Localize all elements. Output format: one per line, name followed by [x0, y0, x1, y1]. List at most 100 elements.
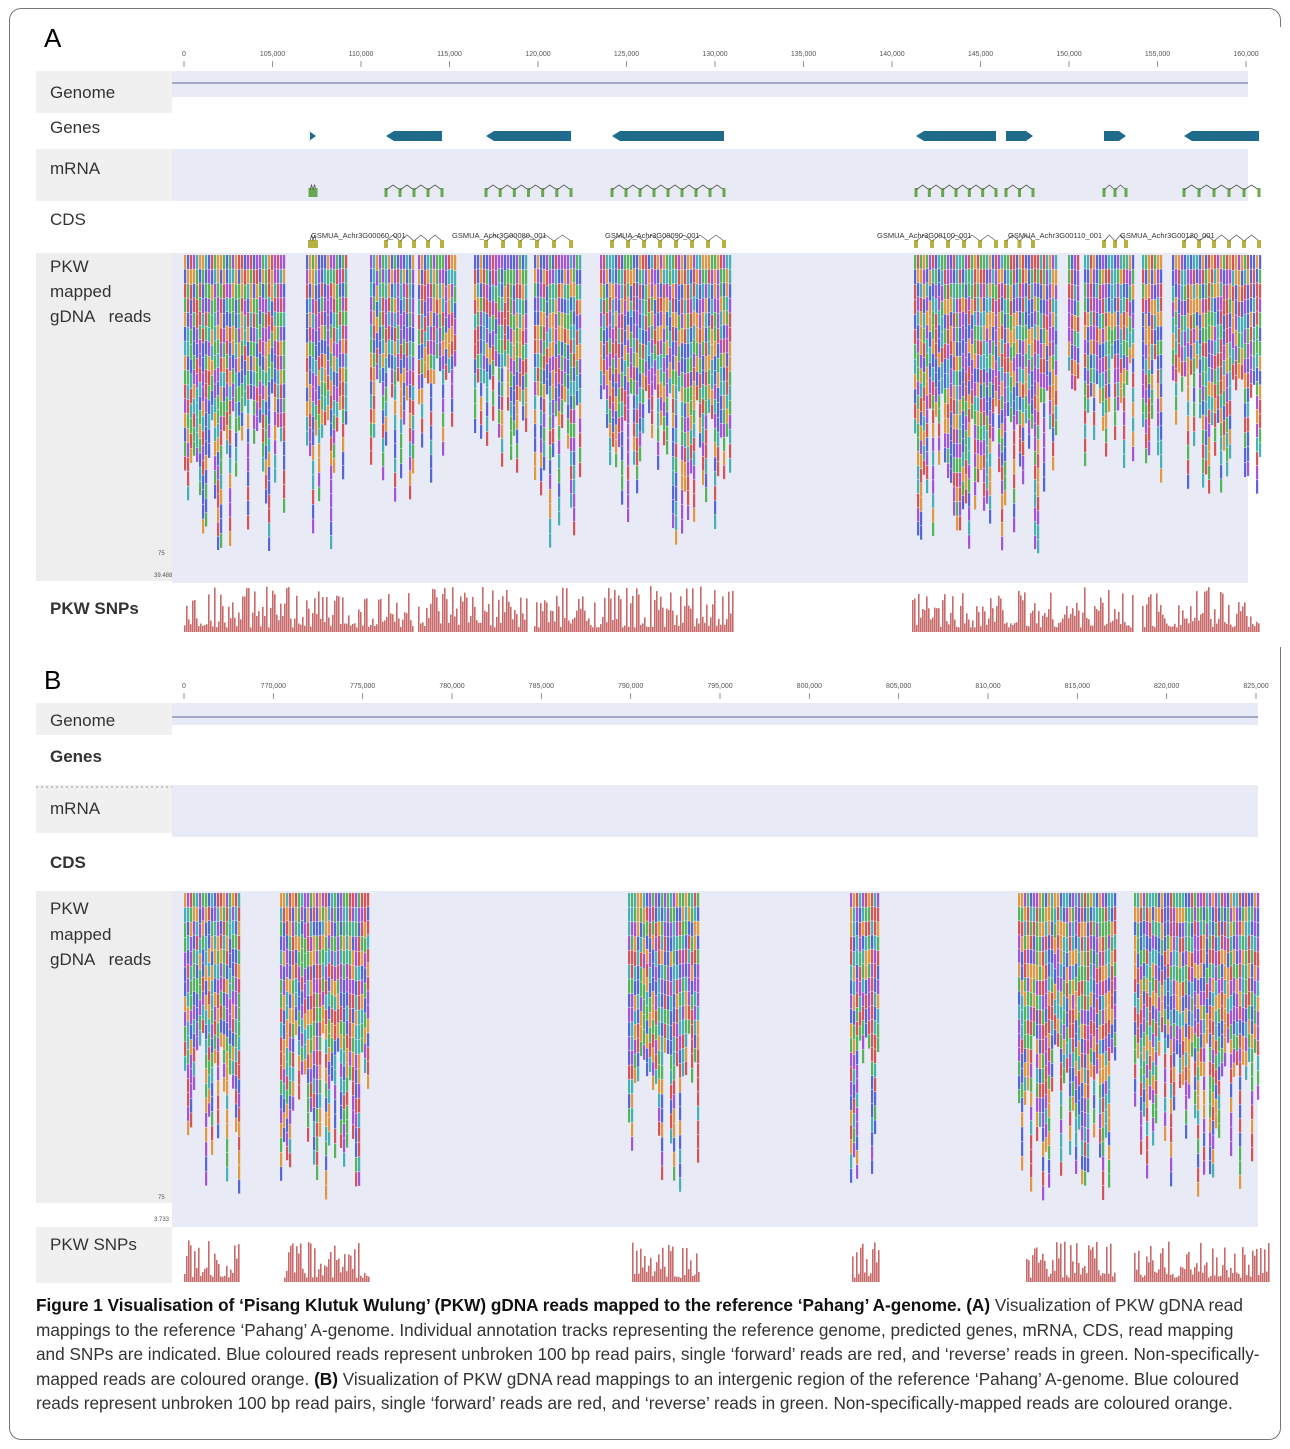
- read: [959, 269, 962, 284]
- snp-bar: [598, 627, 600, 632]
- read: [1160, 426, 1163, 440]
- read: [1074, 270, 1077, 285]
- cds-segment: [1124, 240, 1128, 248]
- read: [312, 504, 315, 519]
- read: [364, 1013, 367, 1028]
- read: [208, 1075, 211, 1089]
- read: [336, 358, 339, 373]
- read: [920, 297, 923, 312]
- read: [636, 311, 639, 325]
- read: [1028, 269, 1031, 285]
- read: [1043, 299, 1046, 314]
- read: [1259, 283, 1262, 298]
- read: [609, 297, 612, 311]
- read: [373, 283, 376, 297]
- read: [336, 417, 339, 432]
- read: [618, 417, 621, 433]
- read: [232, 991, 235, 1005]
- snp-bar: [638, 594, 640, 632]
- read: [696, 255, 699, 270]
- read: [199, 938, 202, 954]
- read: [253, 298, 256, 313]
- read: [564, 313, 567, 329]
- read: [543, 312, 546, 327]
- read: [639, 284, 642, 299]
- read: [232, 1075, 235, 1089]
- read: [600, 341, 603, 356]
- read: [220, 907, 223, 921]
- read: [926, 353, 929, 367]
- read: [403, 368, 406, 383]
- read: [1187, 313, 1190, 328]
- read: [309, 399, 312, 413]
- read: [310, 1097, 313, 1112]
- read: [1004, 299, 1007, 314]
- snp-bar: [980, 626, 982, 632]
- read: [723, 297, 726, 311]
- read: [403, 297, 406, 312]
- read: [1022, 384, 1025, 399]
- read: [672, 355, 675, 370]
- read: [214, 935, 217, 950]
- snp-bar: [402, 619, 404, 632]
- read: [321, 255, 324, 269]
- read: [714, 298, 717, 313]
- read: [1172, 349, 1175, 365]
- cds-segment: [552, 240, 556, 248]
- read: [247, 255, 250, 269]
- read: [983, 283, 986, 298]
- read: [421, 373, 424, 389]
- read: [654, 315, 657, 330]
- read: [223, 416, 226, 431]
- read: [633, 395, 636, 409]
- read: [1178, 314, 1181, 329]
- snp-bar: [484, 610, 486, 632]
- read: [1004, 461, 1007, 476]
- read: [648, 312, 651, 327]
- snp-bar: [1026, 625, 1028, 632]
- read: [1102, 343, 1105, 358]
- read: [274, 312, 277, 326]
- read: [504, 334, 507, 351]
- read: [1093, 312, 1096, 326]
- read: [277, 355, 280, 370]
- read: [651, 410, 654, 425]
- read: [241, 426, 244, 441]
- read: [1235, 255, 1238, 270]
- read: [489, 286, 492, 302]
- read: [1208, 367, 1211, 382]
- read: [1105, 428, 1108, 443]
- read: [540, 453, 543, 468]
- read: [1037, 425, 1040, 440]
- read: [328, 1033, 331, 1048]
- read: [1202, 284, 1205, 299]
- read: [498, 381, 501, 396]
- read: [196, 417, 199, 433]
- snp-bar: [986, 624, 988, 632]
- snp-bar: [502, 596, 504, 632]
- read: [1241, 333, 1244, 349]
- read: [480, 255, 483, 269]
- read: [319, 1022, 322, 1037]
- read: [1034, 493, 1037, 508]
- read: [534, 410, 537, 424]
- read: [1013, 255, 1016, 270]
- snp-bar: [1212, 626, 1214, 632]
- read: [349, 1037, 352, 1052]
- read: [184, 967, 187, 982]
- read: [1007, 284, 1010, 299]
- read: [666, 426, 669, 441]
- read: [699, 418, 702, 433]
- read: [196, 979, 199, 993]
- read: [1259, 356, 1262, 371]
- read: [316, 979, 319, 994]
- read: [202, 907, 205, 921]
- read: [1145, 329, 1148, 344]
- read: [652, 977, 655, 992]
- read: [628, 907, 631, 922]
- read: [256, 269, 259, 284]
- read: [238, 907, 241, 922]
- read: [223, 1077, 226, 1092]
- read: [489, 364, 492, 380]
- read: [1157, 355, 1160, 370]
